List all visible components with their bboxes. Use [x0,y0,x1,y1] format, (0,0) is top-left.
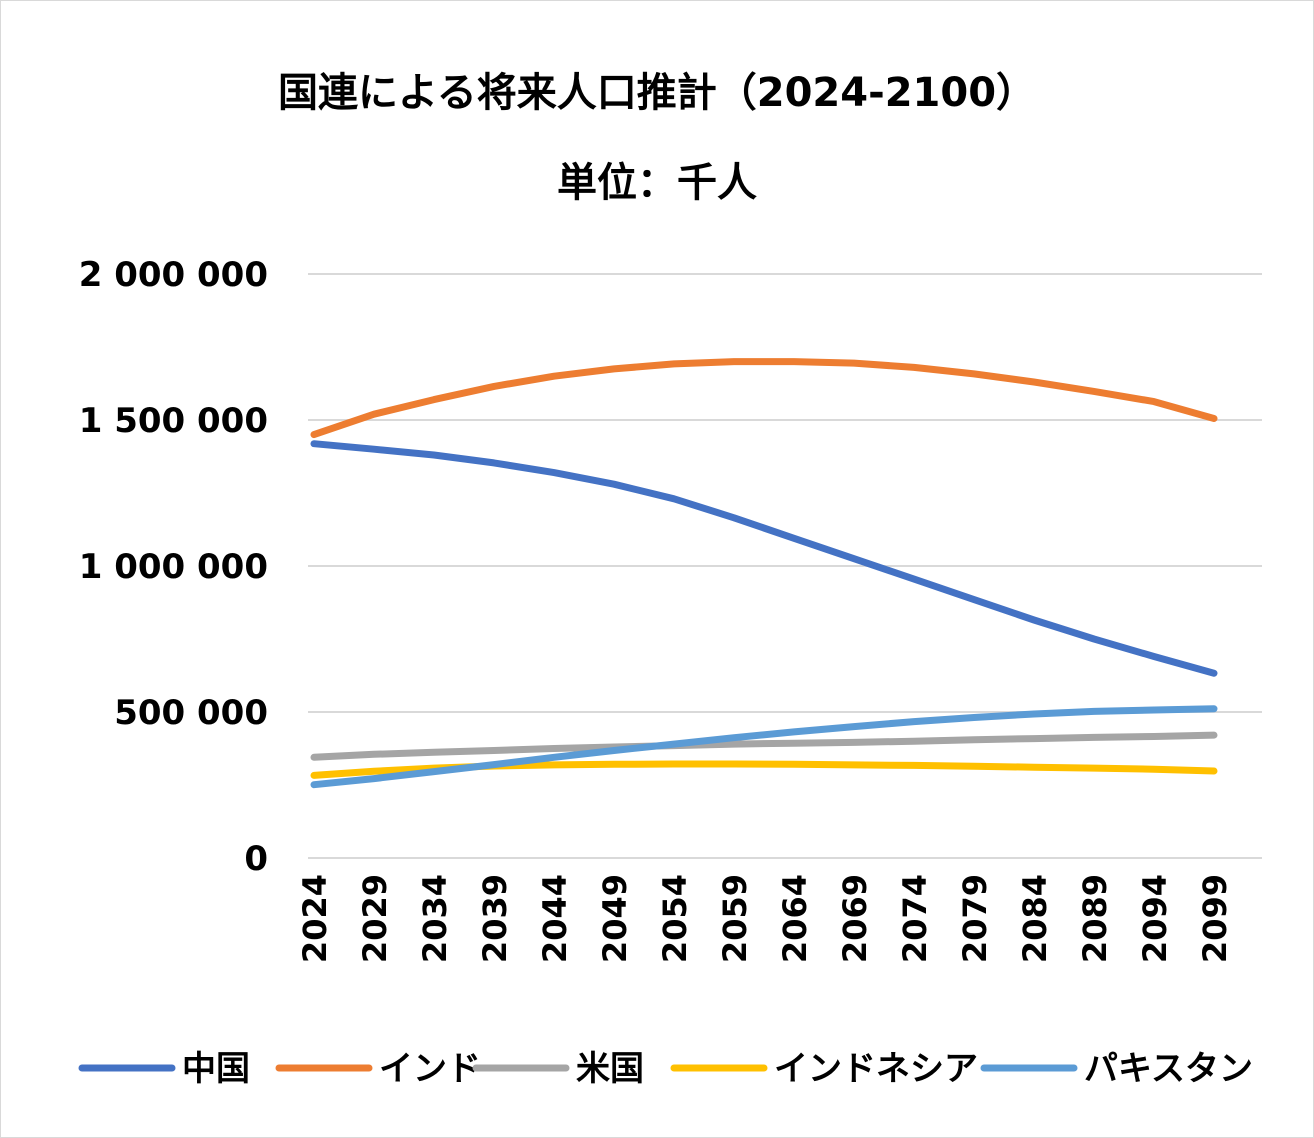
y-tick-label: 500 000 [114,693,268,733]
x-tick-label: 2044 [536,874,574,963]
series-line-1 [310,358,1218,439]
x-tick-label: 2029 [356,874,394,963]
legend: 中国 インド 米国 インドネシア パキスタン [78,1049,1253,1089]
x-tick-label: 2084 [1016,874,1054,963]
x-tick-label: 2079 [956,874,994,963]
x-tick-label: 2059 [716,874,754,963]
x-tick-label: 2034 [416,874,454,963]
series-line-2 [310,731,1218,761]
legend-label: インドネシア [774,1049,978,1089]
series-line-4 [310,705,1218,789]
y-tick-label: 0 [244,839,268,879]
x-tick-label: 2024 [296,874,334,963]
chart-title: 国連による将来人口推計（2024-2100） [277,70,1037,116]
legend-label: インド [379,1049,481,1089]
x-tick-label: 2049 [596,874,634,963]
x-tick-label: 2069 [836,874,874,963]
y-tick-label: 1 500 000 [79,401,268,441]
series-line-0 [310,440,1218,677]
chart-subtitle: 単位：千人 [557,160,757,206]
series-lines [310,358,1218,789]
x-axis-labels: 2024 2029 2034 2039 2044 2049 2054 2059 2064 2069… [296,874,1234,963]
x-tick-label: 2039 [476,874,514,963]
x-tick-label: 2089 [1076,874,1114,963]
legend-label: 中国 [182,1049,250,1089]
x-tick-label: 2099 [1196,874,1234,963]
y-axis-labels: 0 500 000 1 000 000 1 500 000 2 000 000 [79,255,268,879]
legend-label: 米国 [576,1049,644,1089]
y-tick-label: 2 000 000 [79,255,268,295]
legend-label: パキスタン [1084,1049,1253,1089]
y-tick-label: 1 000 000 [79,547,268,587]
x-tick-label: 2094 [1136,874,1174,963]
x-tick-label: 2074 [896,874,934,963]
x-tick-label: 2064 [776,874,814,963]
x-tick-label: 2054 [656,874,694,963]
